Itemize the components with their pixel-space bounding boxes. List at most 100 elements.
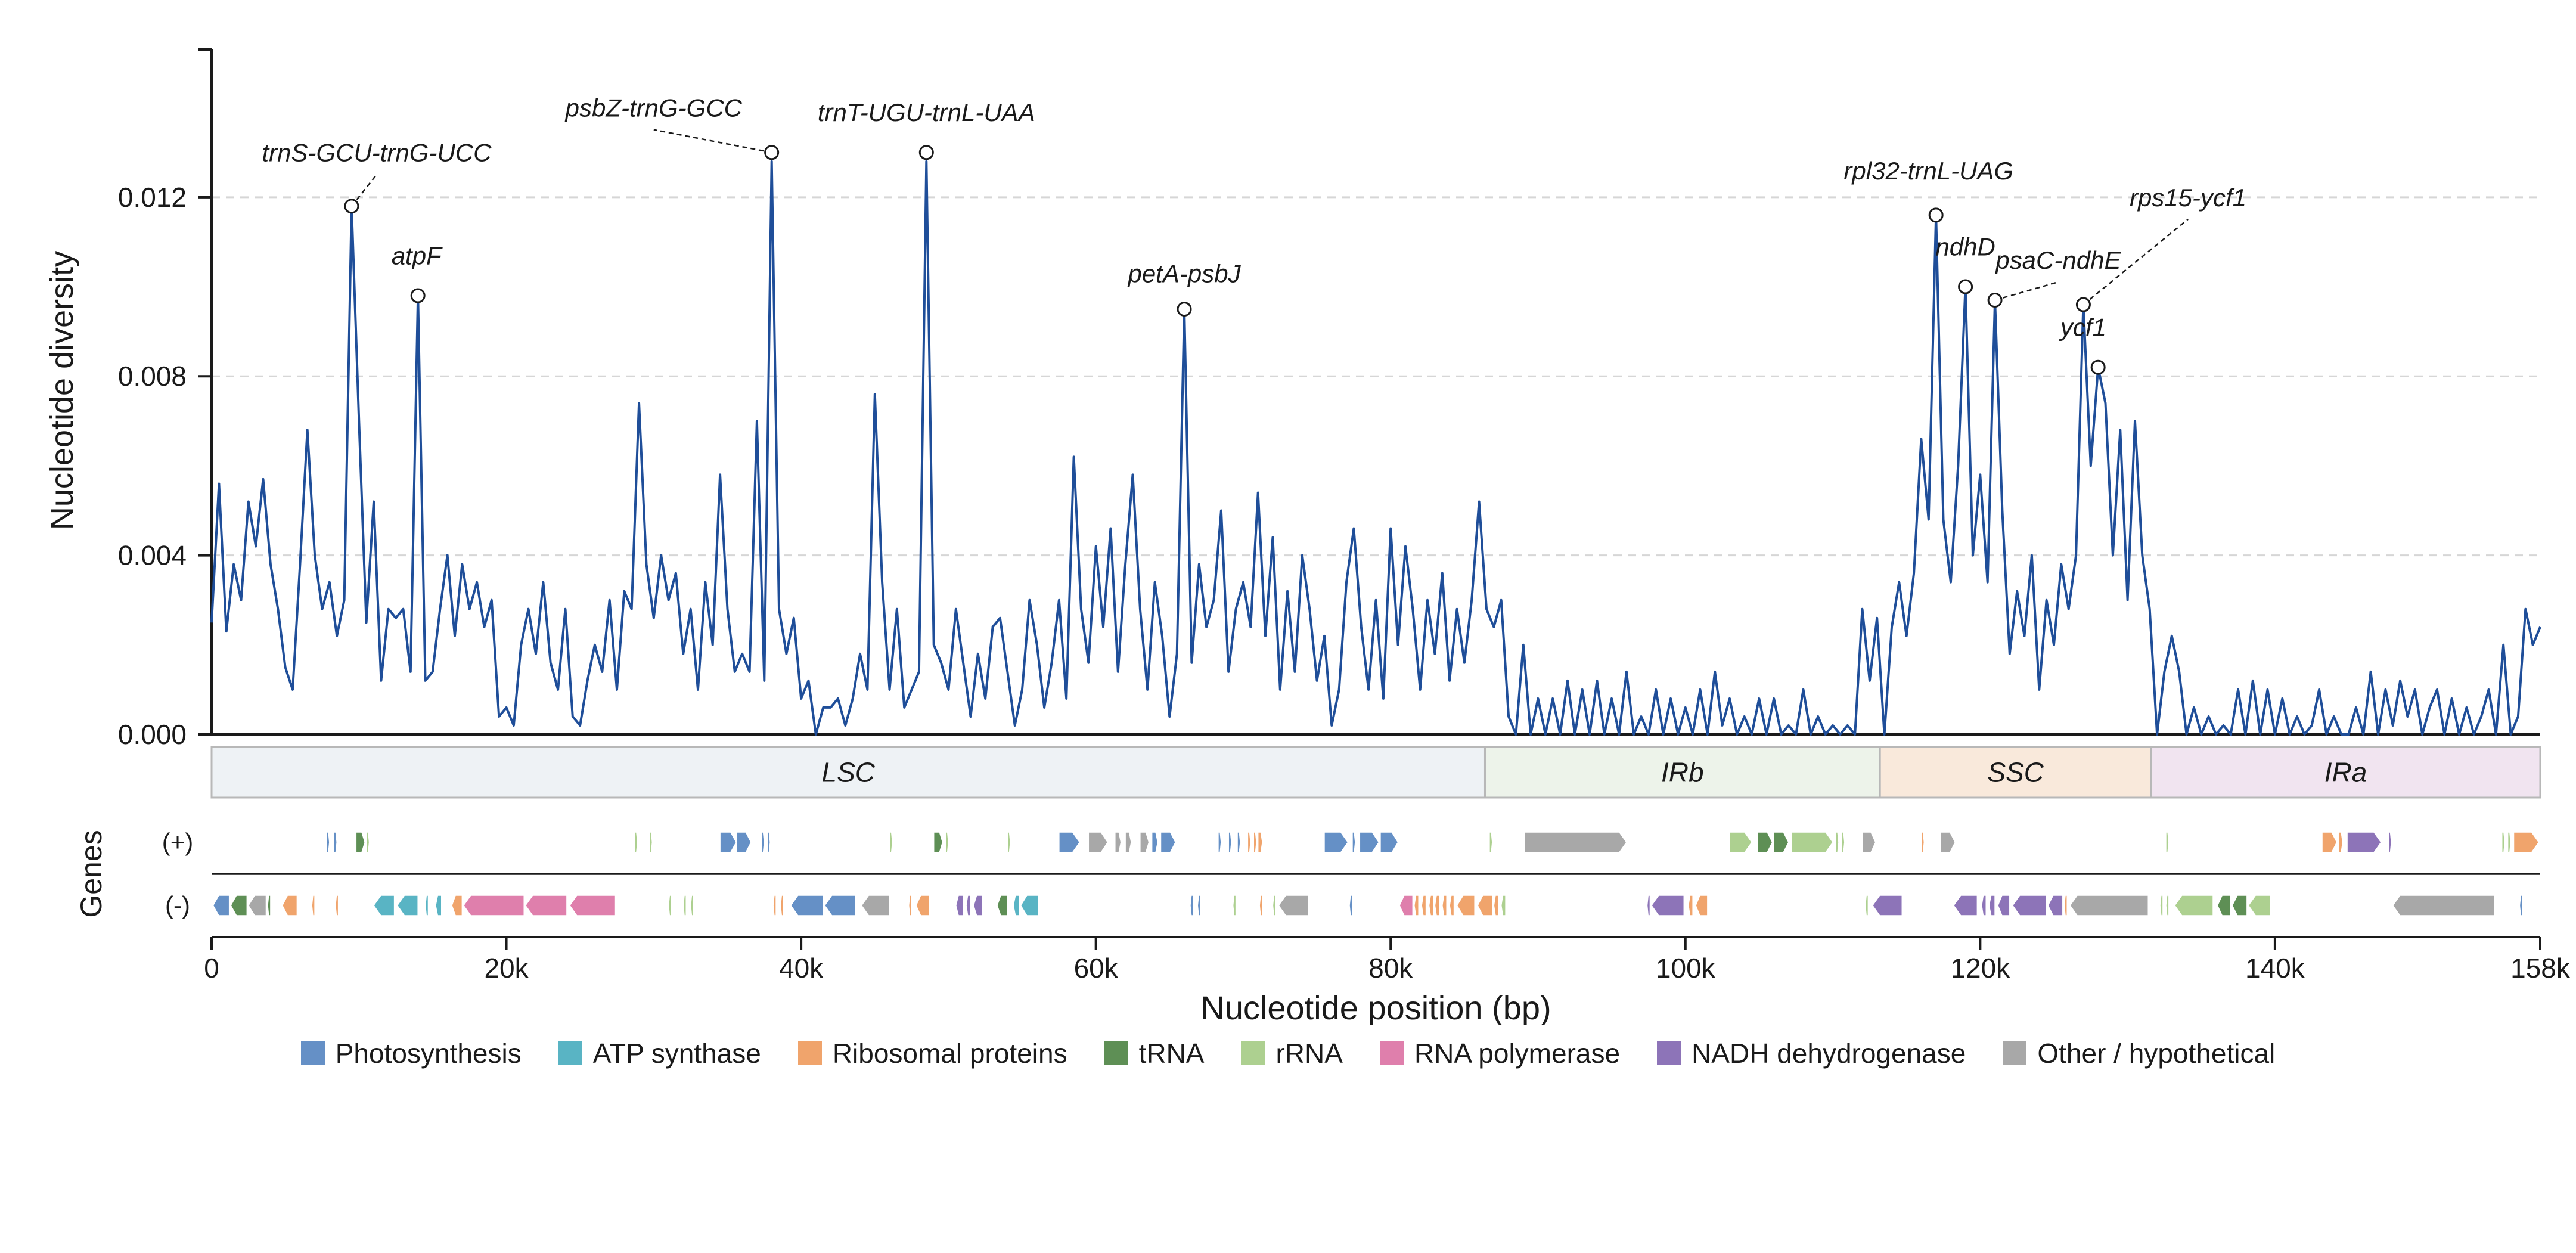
gene-minus-ndh	[1997, 895, 2010, 916]
y-axis-title: Nucleotide diversity	[44, 251, 80, 530]
peak-marker	[1987, 293, 2003, 308]
peak-label: atpF	[392, 241, 443, 269]
peak-leader-line	[1994, 281, 2059, 301]
gene-plus-other	[1939, 832, 1956, 853]
x-tick-label: 80k	[1368, 953, 1413, 984]
gene-minus-ndh	[1872, 895, 1903, 916]
gene-plus-ribo	[1253, 832, 1257, 853]
legend-item-ndh: NADH dehydrogenase	[1657, 1037, 1966, 1069]
region-label-irb: IRb	[1661, 757, 1704, 788]
region-box-ira	[2150, 746, 2541, 799]
gene-plus-other	[1140, 832, 1150, 853]
legend-swatch	[1104, 1041, 1128, 1065]
gene-minus-ribo	[1421, 895, 1427, 916]
peak-label: trnT-UGU-trnL-UAA	[818, 98, 1035, 126]
legend-label: rRNA	[1275, 1038, 1343, 1069]
gene-plus-other	[1524, 832, 1627, 853]
legend-item-rnap: RNA polymerase	[1379, 1037, 1620, 1069]
gene-minus-ribo	[1434, 895, 1440, 916]
legend-swatch	[300, 1041, 325, 1065]
gene-plus-photo	[1151, 832, 1159, 853]
gene-minus-ndh	[1981, 895, 1987, 916]
gene-minus-ribo	[1493, 895, 1499, 916]
gene-plus-trna	[1773, 832, 1789, 853]
x-tick-label: 20k	[484, 953, 529, 984]
legend: Photosynthesis ATP synthase Ribosomal prot…	[0, 1037, 2576, 1069]
gene-minus-rrna	[668, 895, 672, 916]
peak-marker	[1928, 207, 1944, 223]
gene-minus-rrna	[1232, 895, 1237, 916]
peak-label: petA-psbJ	[1126, 260, 1241, 288]
gene-minus-ndh	[1953, 895, 1978, 916]
gene-plus-rrna	[1729, 832, 1752, 853]
gene-minus-photo	[2519, 895, 2524, 916]
gene-plus-rrna	[648, 832, 653, 853]
peak-marker	[344, 199, 359, 214]
gene-minus-ribo	[334, 895, 339, 916]
x-tick-label: 0	[204, 953, 219, 984]
gene-minus-ribo	[1449, 895, 1455, 916]
legend-swatch	[1657, 1041, 1681, 1065]
axis-labels: Nucleotide diversity Genes (+) (-) Nucleotid…	[44, 251, 1551, 1025]
gene-minus-rrna	[2174, 895, 2214, 916]
region-label-lsc: LSC	[822, 757, 876, 788]
gene-plus-photo	[1059, 832, 1081, 853]
legend-label: Ribosomal proteins	[832, 1038, 1067, 1069]
legend-swatch	[2003, 1041, 2027, 1065]
gene-plus-rrna	[2507, 832, 2512, 853]
gene-minus-ribo	[2063, 895, 2068, 916]
gene-minus-ndh	[973, 895, 983, 916]
peak-annotations: trnS-GCU-trnG-UCC atpF psbZ-trnG-GCC trnT-U…	[262, 94, 2246, 375]
gene-minus-ribo	[451, 895, 463, 916]
gene-minus-ndh	[1650, 895, 1685, 916]
region-label-ssc: SSC	[1987, 757, 2044, 788]
gene-minus-ribo	[915, 895, 930, 916]
gene-plus-photo	[1237, 832, 1241, 853]
legend-item-other: Other / hypothetical	[2003, 1037, 2275, 1069]
gene-plus-photo	[719, 832, 737, 853]
peak-marker	[410, 288, 426, 303]
gene-minus-other	[247, 895, 267, 916]
diversity-line-layer	[210, 160, 2541, 736]
x-tick-label: 40k	[779, 953, 824, 984]
x-axis-title: Nucleotide position (bp)	[1200, 989, 1551, 1025]
gene-minus-ndh	[2047, 895, 2063, 916]
y-tick-label: 0.004	[118, 540, 187, 571]
legend-item-rrna: rRNA	[1241, 1037, 1343, 1069]
gene-plus-photo	[1380, 832, 1399, 853]
gene-minus-photo	[212, 895, 230, 916]
peak-label: trnS-GCU-trnG-UCC	[262, 139, 492, 167]
gene-minus-rrna	[2248, 895, 2271, 916]
gene-minus-photo	[1349, 895, 1353, 916]
peak-marker	[2075, 297, 2091, 312]
gene-minus-rrna	[1500, 895, 1506, 916]
gene-plus-other	[1125, 832, 1132, 853]
strand-label-minus: (-)	[165, 891, 190, 919]
gene-minus-ndh	[2012, 895, 2047, 916]
gene-plus-photo	[1359, 832, 1380, 853]
gene-minus-ribo	[1456, 895, 1475, 916]
gene-plus-ndh	[2347, 832, 2382, 853]
legend-label: ATP synthase	[592, 1038, 761, 1069]
gene-plus-ribo	[1920, 832, 1925, 853]
legend-label: NADH dehydrogenase	[1692, 1038, 1966, 1069]
y-tick-label: 0.000	[118, 719, 187, 750]
peak-leader-line	[350, 173, 377, 207]
gene-plus-rrna	[365, 832, 370, 853]
gene-minus-rnap	[1399, 895, 1414, 916]
x-tick-label: 60k	[1074, 953, 1119, 984]
y-tick-label: 0.012	[118, 182, 187, 213]
gene-minus-photo	[824, 895, 856, 916]
legend-item-atp: ATP synthase	[558, 1037, 761, 1069]
gene-minus-other	[2392, 895, 2496, 916]
gene-plus-trna	[1757, 832, 1773, 853]
gene-minus-rrna	[1864, 895, 1869, 916]
gene-plus-rrna	[634, 832, 638, 853]
peak-label: ycf1	[2059, 314, 2106, 342]
gene-plus-ribo	[2321, 832, 2338, 853]
region-box-lsc	[210, 746, 1486, 799]
gene-plus-other	[1861, 832, 1876, 853]
region-label-ira: IRa	[2324, 757, 2367, 788]
gene-plus-photo	[1352, 832, 1356, 853]
gene-minus-rnap	[524, 895, 567, 916]
